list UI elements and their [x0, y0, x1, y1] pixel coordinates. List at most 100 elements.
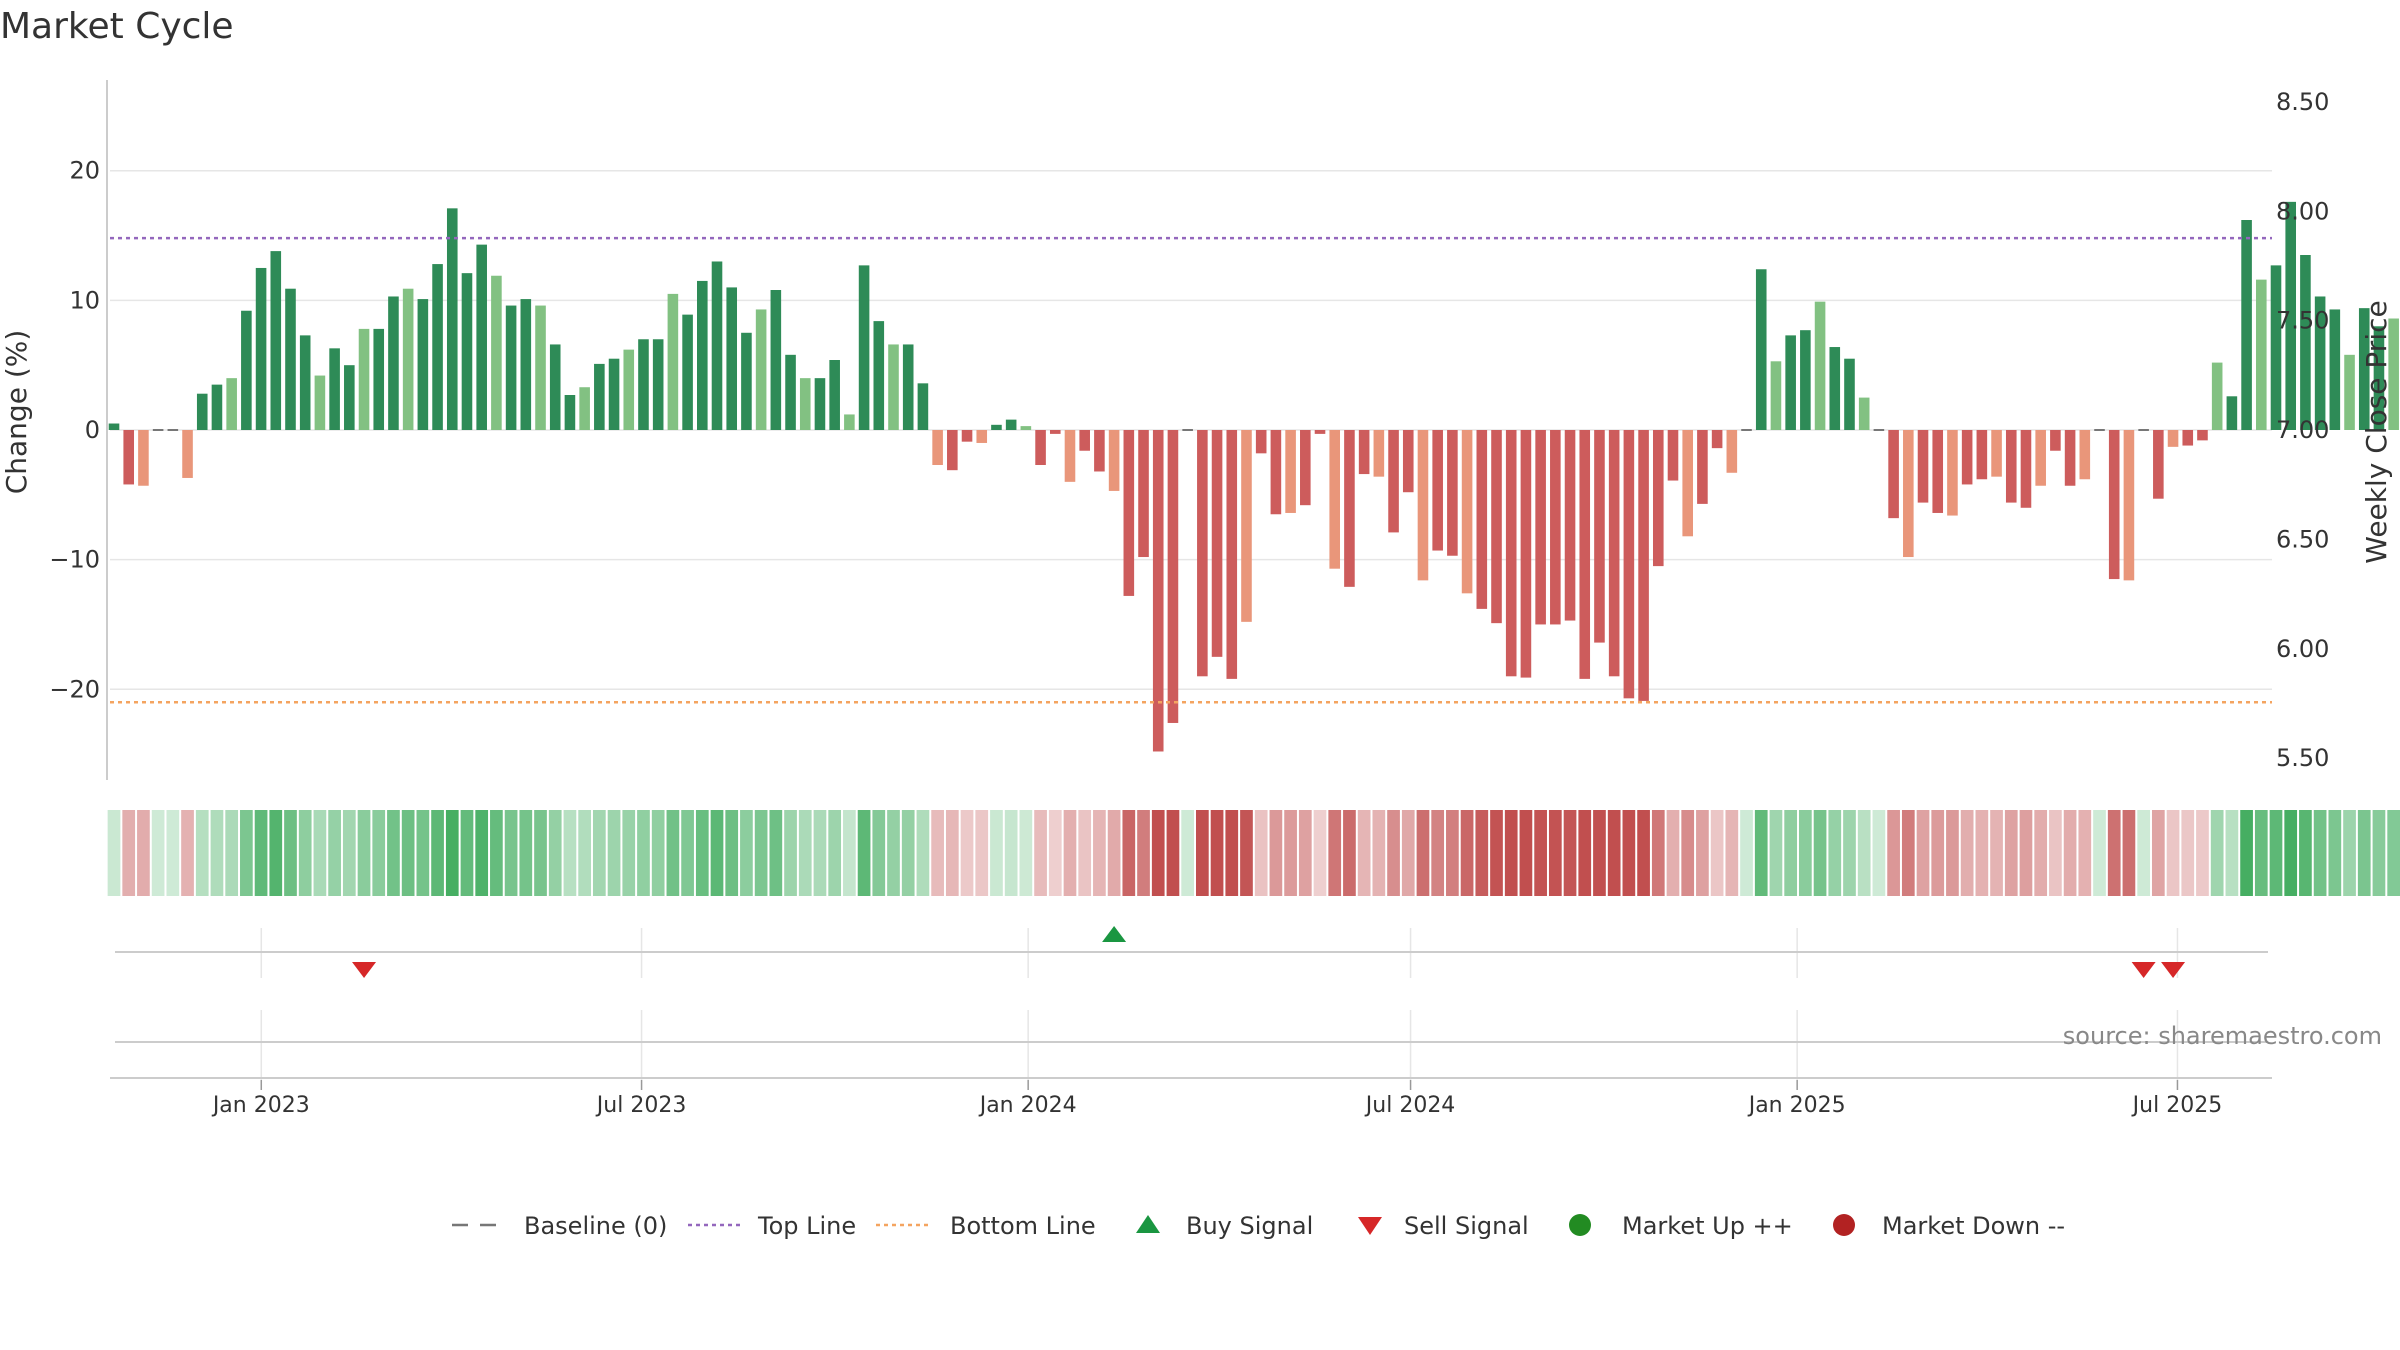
heat-cell	[254, 810, 268, 896]
bar	[1300, 430, 1311, 506]
heat-cell	[813, 810, 827, 896]
heat-cell	[1916, 810, 1930, 896]
bar	[1564, 430, 1576, 621]
bar	[1697, 430, 1708, 504]
bar	[211, 384, 223, 430]
bar	[2285, 201, 2297, 430]
heat-cell	[1519, 810, 1533, 896]
bar	[1520, 430, 1532, 678]
heat-cell	[504, 810, 518, 896]
heat-cell	[401, 810, 415, 896]
heat-cell	[1137, 810, 1150, 896]
heat-cell	[357, 810, 371, 896]
sell-signal-marker	[352, 962, 377, 978]
heat-cell	[1343, 810, 1356, 896]
heat-cell	[1696, 810, 1709, 896]
heat-cell	[1975, 810, 1989, 896]
heat-cell	[1416, 810, 1430, 896]
heat-cell	[1298, 810, 1312, 896]
bar	[388, 296, 399, 430]
bar	[2182, 430, 2194, 446]
heat-cell	[1284, 810, 1297, 896]
heat-cell	[754, 810, 768, 896]
bar	[1432, 430, 1443, 551]
heat-cell	[1578, 810, 1592, 896]
bar	[1035, 430, 1046, 465]
bar	[1682, 430, 1693, 537]
right-tick-label: 7.00	[2276, 416, 2329, 444]
heat-cell	[1931, 810, 1945, 896]
bar	[1344, 430, 1355, 587]
heat-cell	[1887, 810, 1900, 896]
heat-cell	[122, 810, 136, 896]
heat-cell	[2093, 810, 2106, 896]
heat-cell	[578, 810, 591, 896]
heat-cell	[1034, 810, 1047, 896]
right-tick-label: 8.50	[2276, 88, 2329, 116]
bar	[652, 339, 664, 430]
heat-cell	[1240, 810, 1253, 896]
x-axis: Jan 2023 Jul 2023 Jan 2024 Jul 2024 Jan 2025…	[110, 1077, 2272, 1118]
heat-cell	[1843, 810, 1856, 896]
heat-cell	[901, 810, 915, 896]
bar	[417, 299, 429, 430]
bar	[991, 424, 1002, 430]
bar	[1270, 430, 1282, 515]
heat-cell	[1504, 810, 1518, 896]
source-credit: source: sharemaestro.com	[2063, 1022, 2382, 1050]
heat-cell	[2343, 810, 2356, 896]
legend-label: Sell Signal	[1404, 1212, 1529, 1240]
bar	[902, 344, 914, 430]
bar	[1388, 430, 1399, 533]
bar	[2020, 430, 2032, 508]
heat-cell	[1063, 810, 1077, 896]
bar	[226, 378, 237, 430]
heat-cell	[1328, 810, 1342, 896]
heat-cell	[225, 810, 239, 896]
bar	[1800, 330, 1811, 430]
heat-cell	[1784, 810, 1798, 896]
bar	[2035, 430, 2046, 486]
heat-cell	[2313, 810, 2327, 896]
bar	[1711, 430, 1723, 449]
heat-cell	[1357, 810, 1371, 896]
heat-cell	[2269, 810, 2283, 896]
bar	[344, 365, 355, 430]
axis-layer: −20 −10 0 10 20 5.50 6.00 6.50 7.00 7.50 8.00 8.50	[49, 80, 2329, 780]
bar	[1903, 430, 1914, 558]
heat-cell	[1122, 810, 1136, 896]
x-tick-label: Jul 2023	[595, 1093, 687, 1118]
bar	[1417, 430, 1429, 581]
heat-cell	[298, 810, 312, 896]
bar	[241, 310, 252, 430]
heat-cell	[328, 810, 341, 896]
bar	[402, 288, 414, 430]
heat-cell	[534, 810, 547, 896]
heat-cell	[2284, 810, 2298, 896]
bar	[1947, 430, 1958, 516]
heat-cell	[666, 810, 680, 896]
bar	[1226, 430, 1238, 679]
left-tick-label: 20	[69, 157, 100, 185]
bar	[1991, 430, 2002, 477]
bar	[1535, 430, 1546, 625]
heat-cell	[740, 810, 753, 896]
bar	[1373, 430, 1385, 477]
heat-cell	[931, 810, 944, 896]
heat-cell	[843, 810, 856, 896]
bar	[888, 344, 899, 430]
heat-cell	[2254, 810, 2268, 896]
legend-buy-icon	[1136, 1215, 1160, 1233]
bar	[2329, 309, 2341, 430]
heat-cell	[2240, 810, 2253, 896]
bar	[1932, 430, 1944, 513]
bar	[285, 288, 296, 430]
heat-cell	[1181, 810, 1194, 896]
bar	[1917, 430, 1929, 503]
bar	[1005, 419, 1017, 430]
heat-cell	[2210, 810, 2224, 896]
bar	[2050, 430, 2061, 451]
heat-cell	[1196, 810, 1209, 896]
heat-cell	[1387, 810, 1400, 896]
heat-cell	[1651, 810, 1665, 896]
